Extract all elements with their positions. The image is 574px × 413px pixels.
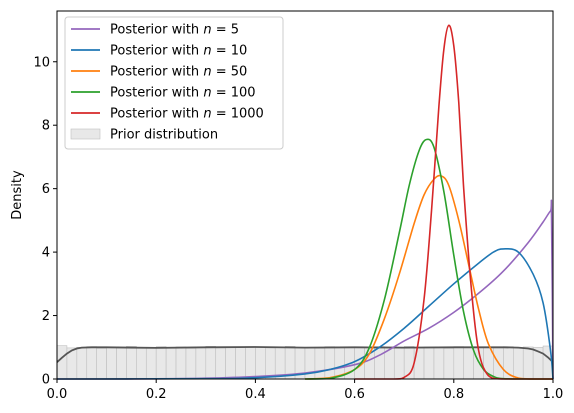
prior-bar — [136, 348, 146, 379]
legend-prefix: Posterior with — [110, 44, 203, 59]
prior-bar — [186, 348, 196, 379]
x-tick-label: 0.4 — [245, 387, 266, 402]
legend-swatch-prior — [71, 129, 100, 139]
prior-bar — [216, 348, 226, 379]
legend-variable: n — [203, 65, 211, 80]
legend-entry-label: Prior distribution — [110, 128, 218, 143]
prior-bar — [107, 347, 117, 379]
prior-bar — [394, 348, 404, 379]
legend-value: = 10 — [212, 44, 248, 59]
legend-entry-label: Posterior with n = 50 — [110, 65, 247, 80]
x-tick-label: 1.0 — [543, 387, 564, 402]
legend-entry-label: Posterior with n = 10 — [110, 44, 247, 59]
prior-bar — [77, 347, 87, 379]
prior-bar — [156, 347, 166, 379]
prior-bar — [464, 348, 474, 379]
y-tick-label: 0 — [42, 373, 50, 388]
y-tick-label: 10 — [33, 55, 50, 70]
prior-bar — [166, 348, 176, 379]
legend-entry-label: Posterior with n = 100 — [110, 86, 256, 101]
prior-bar — [206, 346, 216, 379]
legend-value: = 1000 — [212, 107, 264, 122]
legend-value: = 5 — [212, 23, 239, 38]
prior-bar — [226, 347, 236, 379]
prior-bar — [245, 347, 255, 379]
prior-bar — [523, 347, 533, 379]
prior-bar — [315, 348, 325, 379]
y-tick-label: 2 — [42, 309, 50, 324]
prior-bar — [424, 347, 434, 379]
prior-bar — [434, 347, 444, 379]
prior-bar — [176, 347, 186, 379]
prior-bar — [57, 346, 67, 379]
legend-variable: n — [203, 86, 211, 101]
x-axis: 0.0 0.2 0.4 0.6 0.8 1.0 — [47, 379, 564, 402]
x-tick-label: 0.6 — [344, 387, 365, 402]
prior-bar — [146, 347, 156, 379]
series-line-4 — [305, 139, 553, 379]
legend-prefix: Posterior with — [110, 107, 203, 122]
legend-prefix: Posterior with — [110, 65, 203, 80]
legend-variable: n — [203, 107, 211, 122]
prior-bar — [97, 348, 107, 379]
prior-bar — [126, 346, 136, 379]
prior-bar — [117, 348, 127, 379]
prior-bar — [236, 348, 246, 379]
prior-bar — [87, 347, 97, 379]
legend-entry-label: Posterior with n = 5 — [110, 23, 239, 38]
prior-bar — [444, 348, 454, 379]
legend-variable: n — [203, 44, 211, 59]
y-axis-label: Density — [10, 170, 25, 220]
prior-bar — [414, 348, 424, 379]
y-axis: 0 2 4 6 8 10 — [33, 55, 57, 387]
legend-value: = 50 — [212, 65, 248, 80]
prior-bar — [513, 348, 523, 379]
prior-bar — [196, 347, 206, 379]
y-tick-label: 8 — [42, 119, 50, 134]
x-tick-label: 0.0 — [47, 387, 68, 402]
prior-bar — [454, 347, 464, 379]
x-tick-label: 0.2 — [146, 387, 167, 402]
y-tick-label: 4 — [42, 246, 50, 261]
x-tick-label: 0.8 — [443, 387, 464, 402]
prior-bar — [325, 347, 335, 379]
legend-variable: n — [203, 23, 211, 38]
legend-prefix: Posterior with — [110, 23, 203, 38]
prior-bar — [255, 347, 265, 379]
prior-bar — [265, 348, 275, 379]
prior-bar — [374, 347, 384, 379]
y-tick-label: 6 — [42, 182, 50, 197]
legend-value: = 100 — [212, 86, 256, 101]
legend-prefix: Posterior with — [110, 86, 203, 101]
legend-entry-label: Posterior with n = 1000 — [110, 107, 264, 122]
